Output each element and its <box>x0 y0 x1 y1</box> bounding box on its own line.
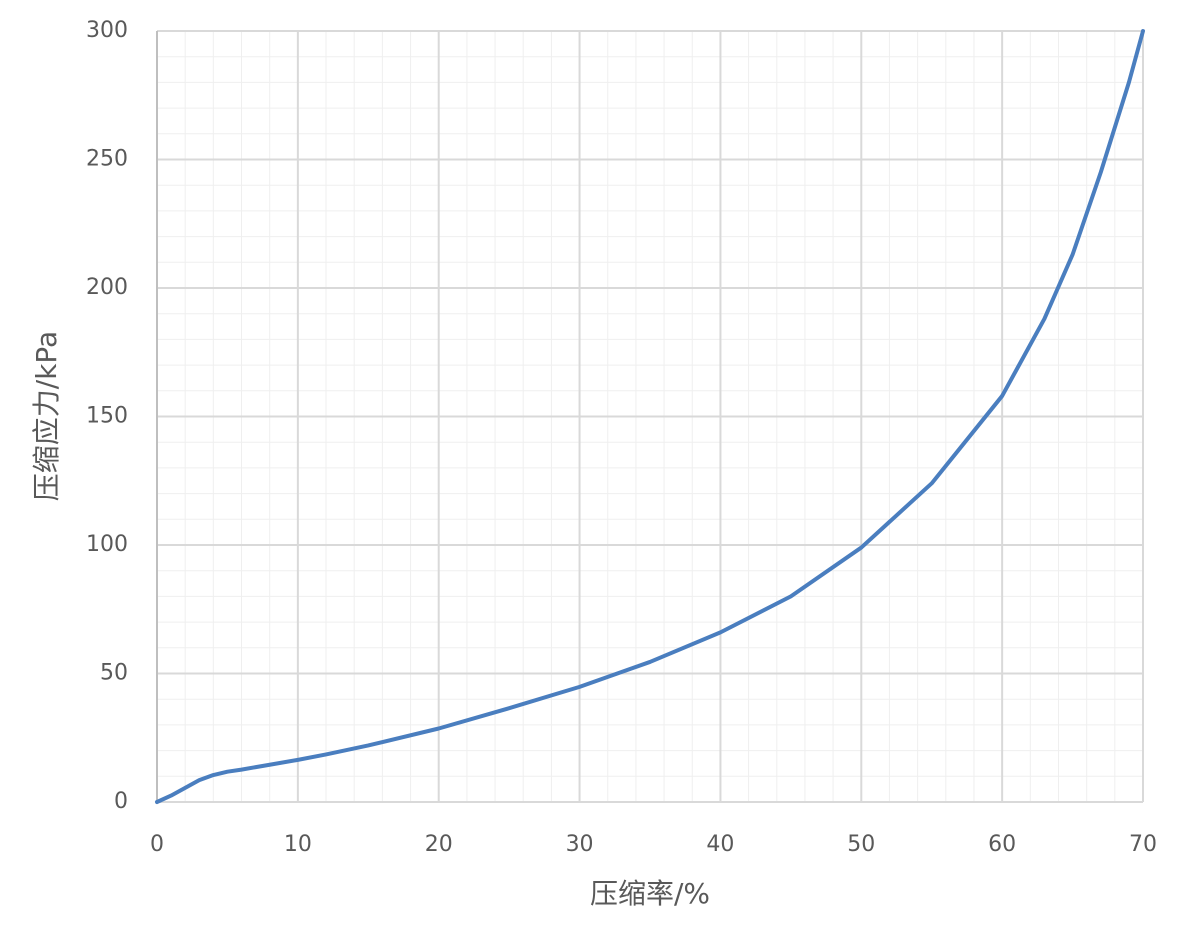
x-tick-label: 20 <box>425 832 453 857</box>
y-tick-label: 300 <box>86 18 128 43</box>
y-tick-label: 100 <box>86 532 128 557</box>
data-line <box>155 29 1145 804</box>
y-axis-title: 压缩应力/kPa <box>30 331 63 501</box>
x-tick-label: 30 <box>566 832 594 857</box>
y-tick-label: 50 <box>100 661 128 686</box>
plot <box>155 29 1145 804</box>
y-tick-label: 200 <box>86 275 128 300</box>
x-tick-label: 10 <box>284 832 312 857</box>
y-tick-label: 150 <box>86 404 128 429</box>
x-axis-title: 压缩率/% <box>590 877 710 910</box>
x-tick-label: 70 <box>1129 832 1157 857</box>
y-tick-label: 0 <box>114 789 128 814</box>
x-tick-label: 50 <box>847 832 875 857</box>
y-tick-label: 250 <box>86 147 128 172</box>
grid: 0 10 20 30 40 50 60 70 0 50 100 150 200 250 300 <box>86 18 1157 857</box>
x-tick-label: 60 <box>988 832 1016 857</box>
x-tick-label: 40 <box>706 832 734 857</box>
x-tick-label: 0 <box>150 832 164 857</box>
